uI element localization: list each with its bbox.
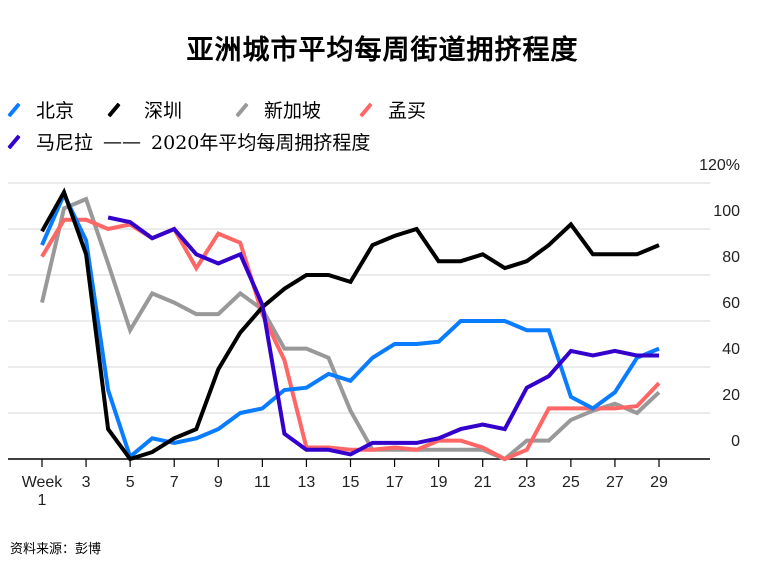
legend-label: 新加坡	[264, 100, 322, 122]
source-note: 资料来源：彭博	[10, 542, 102, 557]
x-tick-label: 17	[386, 474, 404, 491]
x-tick-label-week: Week	[22, 474, 64, 491]
x-tick-label: 11	[254, 474, 271, 491]
x-tick-label: 9	[214, 474, 223, 491]
legend-label: 孟买	[388, 100, 427, 122]
y-tick-label: 0	[731, 433, 740, 450]
x-tick-label: 5	[126, 474, 135, 491]
legend-item-manila: 马尼拉 —— 2020年平均每周拥挤程度	[7, 128, 371, 155]
y-tick-label: 100	[713, 203, 740, 220]
x-tick-label: 15	[342, 474, 360, 491]
x-tick-label: 23	[518, 474, 536, 491]
x-tick-label: 7	[170, 474, 179, 491]
x-tick-label: 21	[474, 474, 492, 491]
x-tick-label: 13	[298, 474, 316, 491]
series-line-0	[40, 189, 660, 461]
series-line-2	[40, 196, 661, 462]
series-line-1	[40, 187, 660, 462]
legend-label: 北京	[36, 100, 75, 122]
x-tick-label: 29	[650, 474, 668, 491]
y-tick-label: 40	[722, 341, 740, 358]
series-line-4	[107, 215, 659, 457]
x-tick-label: 27	[606, 474, 624, 491]
x-tick-label: 25	[562, 474, 580, 491]
y-tick-label: 20	[722, 387, 740, 404]
chart-title: 亚洲城市平均每周街道拥挤程度	[186, 35, 579, 66]
x-tick-label: 1	[38, 492, 47, 509]
legend-label: 深圳	[144, 100, 183, 122]
legend-label: 马尼拉	[36, 132, 94, 154]
x-tick-label: 3	[82, 474, 91, 491]
x-tick-label: 19	[430, 474, 448, 491]
legend-item-mumbai: 孟买	[359, 96, 427, 123]
legend-item-singapore: 新加坡	[235, 96, 322, 123]
legend-dash: ——	[103, 130, 142, 153]
y-tick-label: 80	[722, 249, 740, 266]
y-tick-label: 60	[722, 295, 740, 312]
legend-item-shenzhen: 深圳	[107, 96, 183, 123]
legend-item-beijing: 北京	[7, 96, 75, 123]
y-tick-label: 120%	[699, 157, 740, 174]
legend-note: 2020年平均每周拥挤程度	[151, 132, 371, 154]
